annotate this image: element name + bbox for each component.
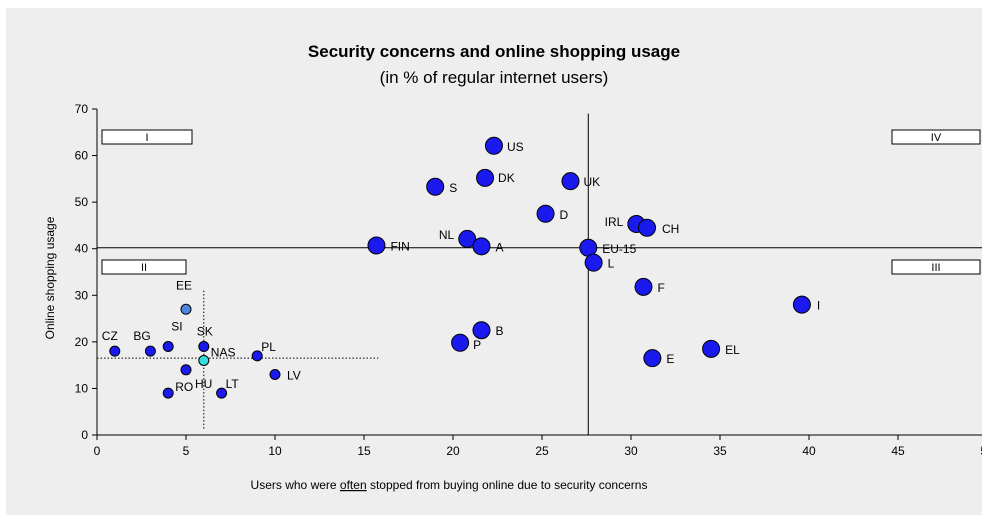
x-tick-label: 5 bbox=[183, 444, 190, 458]
point-label-hu: HU bbox=[195, 377, 212, 391]
point-label-i: I bbox=[817, 299, 820, 313]
point-label-sk: SK bbox=[197, 325, 213, 339]
point-label-si: SI bbox=[171, 320, 182, 334]
point-s bbox=[426, 177, 445, 196]
point-label-dk: DK bbox=[498, 171, 515, 185]
quadrant-box bbox=[891, 259, 981, 275]
quadrant-label: I bbox=[145, 132, 148, 144]
point-f bbox=[634, 277, 653, 296]
point-cz bbox=[109, 345, 121, 357]
point-label-ch: CH bbox=[662, 222, 679, 236]
point-label-cz: CZ bbox=[102, 329, 118, 343]
y-tick-label: 10 bbox=[75, 381, 89, 395]
point-uk bbox=[561, 172, 580, 191]
y-tick-label: 60 bbox=[75, 149, 89, 163]
point-label-nl: NL bbox=[439, 228, 455, 242]
x-tick-label: 40 bbox=[802, 444, 816, 458]
quadrant-label: IV bbox=[931, 132, 942, 144]
point-label-lv: LV bbox=[287, 368, 301, 382]
point-label-uk: UK bbox=[583, 175, 600, 189]
point-lv bbox=[269, 368, 281, 380]
point-label-a: A bbox=[495, 240, 503, 254]
y-tick-label: 50 bbox=[75, 195, 89, 209]
y-tick-label: 70 bbox=[75, 102, 89, 116]
point-label-lt: LT bbox=[226, 377, 240, 391]
x-tick-label: 10 bbox=[268, 444, 282, 458]
point-fin bbox=[367, 236, 386, 255]
chart-subtitle: (in % of regular internet users) bbox=[380, 68, 609, 87]
y-axis-label: Online shopping usage bbox=[43, 216, 57, 339]
point-b bbox=[472, 321, 491, 340]
y-tick-label: 20 bbox=[75, 335, 89, 349]
x-tick-label: 50 bbox=[980, 444, 982, 458]
y-tick-label: 40 bbox=[75, 242, 89, 256]
point-ee bbox=[180, 303, 192, 315]
point-a bbox=[472, 237, 491, 256]
x-tick-label: 30 bbox=[624, 444, 638, 458]
point-ch bbox=[638, 218, 657, 237]
point-ro bbox=[162, 387, 174, 399]
quadrant-label: II bbox=[141, 262, 147, 274]
quadrant-box bbox=[101, 259, 187, 275]
point-l bbox=[584, 253, 603, 272]
point-hu bbox=[180, 364, 192, 376]
x-tick-label: 35 bbox=[713, 444, 727, 458]
point-si bbox=[162, 341, 174, 353]
point-label-us: US bbox=[507, 140, 524, 154]
y-tick-label: 30 bbox=[75, 288, 89, 302]
point-label-s: S bbox=[449, 181, 457, 195]
point-label-bg: BG bbox=[133, 329, 150, 343]
point-lt bbox=[216, 387, 228, 399]
point-label-l: L bbox=[608, 257, 615, 271]
point-label-ee: EE bbox=[176, 278, 192, 292]
x-tick-label: 20 bbox=[446, 444, 460, 458]
point-e bbox=[643, 349, 662, 368]
point-dk bbox=[476, 168, 495, 187]
x-axis-label-post: stopped from buying online due to securi… bbox=[367, 478, 648, 492]
point-label-d: D bbox=[560, 208, 569, 222]
point-label-ro: RO bbox=[175, 380, 193, 394]
point-nl bbox=[458, 229, 477, 248]
quadrant-box bbox=[101, 129, 193, 145]
point-label-nas: NAS bbox=[211, 345, 236, 359]
point-label-p: P bbox=[473, 338, 481, 352]
point-label-eu-15: EU-15 bbox=[602, 242, 636, 256]
point-label-fin: FIN bbox=[390, 239, 409, 253]
x-tick-label: 25 bbox=[535, 444, 549, 458]
point-i bbox=[792, 295, 811, 314]
chart-title: Security concerns and online shopping us… bbox=[308, 42, 680, 61]
x-tick-label: 0 bbox=[94, 444, 101, 458]
point-label-irl: IRL bbox=[605, 215, 624, 229]
quadrant-box bbox=[891, 129, 981, 145]
chart-figure: Security concerns and online shopping us… bbox=[6, 8, 982, 515]
point-label-b: B bbox=[495, 324, 503, 338]
point-label-f: F bbox=[657, 281, 664, 295]
point-p bbox=[451, 333, 470, 352]
scatter-chart: Security concerns and online shopping us… bbox=[6, 8, 982, 515]
point-nas bbox=[198, 354, 210, 366]
quadrant-label: III bbox=[931, 262, 940, 274]
point-label-pl: PL bbox=[261, 340, 276, 354]
point-el bbox=[702, 339, 721, 358]
x-axis-label-emphasis: often bbox=[340, 478, 367, 492]
x-axis-label-pre: Users who were bbox=[251, 478, 340, 492]
point-label-el: EL bbox=[725, 343, 740, 357]
point-pl bbox=[251, 350, 263, 362]
point-sk bbox=[198, 341, 210, 353]
point-us bbox=[484, 136, 503, 155]
point-d bbox=[536, 204, 555, 223]
y-tick-label: 0 bbox=[81, 428, 88, 442]
point-label-e: E bbox=[666, 352, 674, 366]
point-bg bbox=[144, 345, 156, 357]
x-tick-label: 45 bbox=[891, 444, 905, 458]
plot-area: 05101520253035404550010203040506070IIIII… bbox=[75, 102, 982, 458]
x-axis-label: Users who were often stopped from buying… bbox=[251, 478, 648, 492]
x-tick-label: 15 bbox=[357, 444, 371, 458]
